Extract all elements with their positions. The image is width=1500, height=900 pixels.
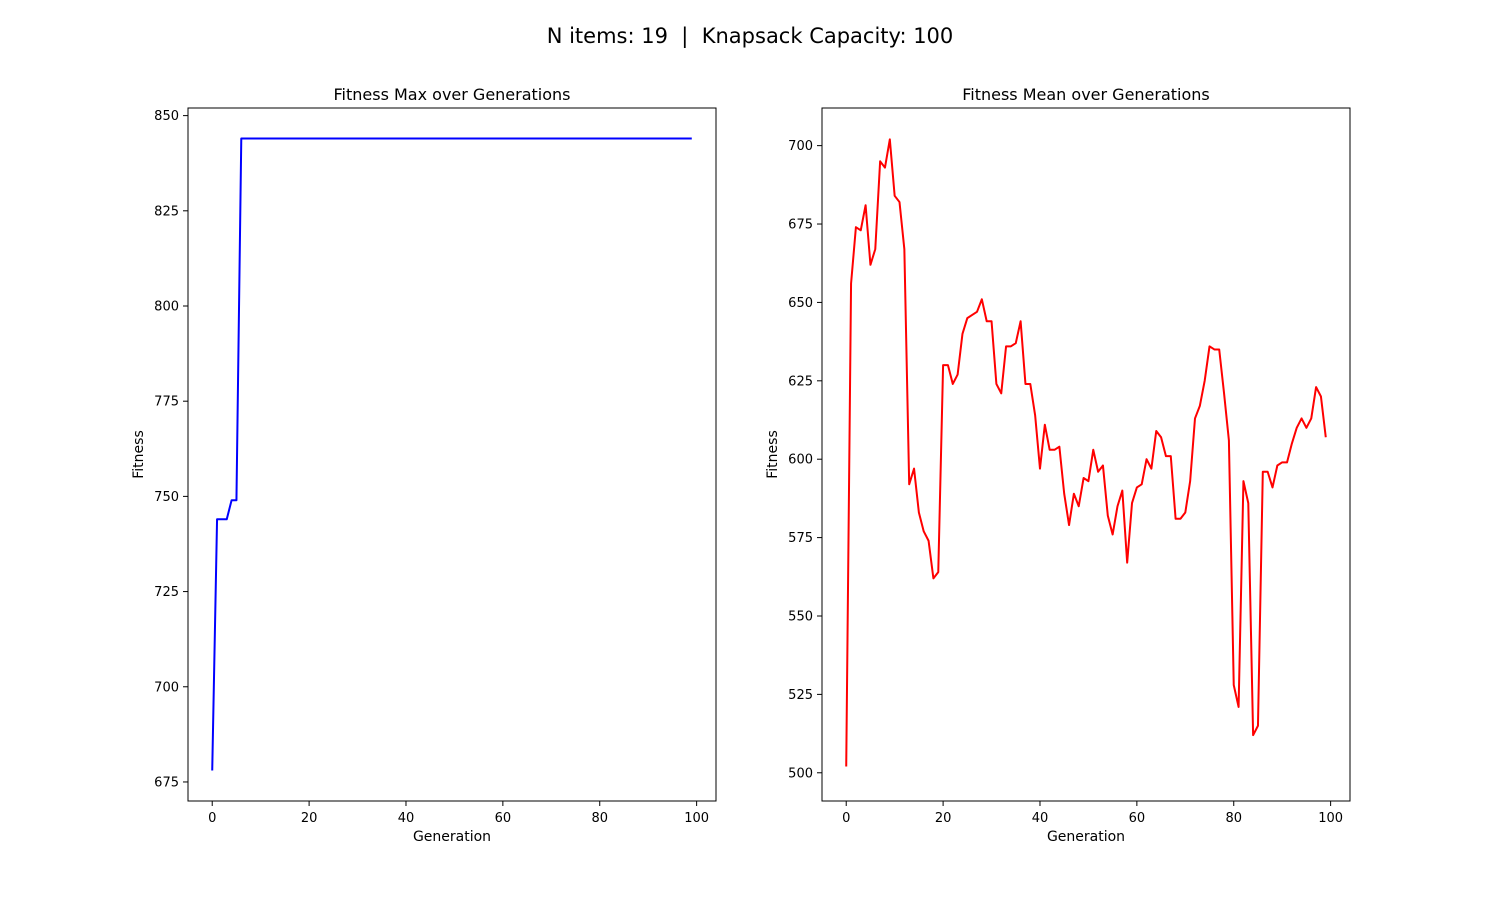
chart-2-xtick-label: 20: [935, 811, 952, 826]
chart-1-ytick-label: 700: [154, 680, 179, 695]
chart-1-ylabel: Fitness: [131, 430, 147, 479]
chart-1-ytick-label: 725: [154, 585, 179, 600]
chart-2-ytick-label: 500: [788, 766, 813, 781]
chart-2-xtick-label: 80: [1225, 811, 1242, 826]
chart-1-ytick-label: 750: [154, 490, 179, 505]
chart-2-axes-frame: [821, 107, 1351, 802]
chart-2-ytick-label: 550: [788, 609, 813, 624]
chart-1-series-line: [211, 137, 692, 771]
chart-1-title: Fitness Max over Generations: [333, 85, 570, 104]
chart-1-axes-frame: [187, 107, 717, 802]
chart-2-ytick-label: 625: [788, 374, 813, 389]
chart-2-xtick-label: 40: [1032, 811, 1049, 826]
chart-1-ytick-label: 675: [154, 775, 179, 790]
chart-2-ytick-label: 600: [788, 453, 813, 468]
chart-2-ytick-label: 700: [788, 139, 813, 154]
chart-1-xtick-label: 100: [684, 811, 709, 826]
chart-2-xtick-label: 100: [1318, 811, 1343, 826]
chart-2-xtick-label: 60: [1129, 811, 1146, 826]
chart-1-ytick-label: 825: [154, 204, 179, 219]
chart-2-ylabel: Fitness: [765, 430, 781, 479]
chart-1-xtick-label: 0: [208, 811, 216, 826]
chart-1-xtick-label: 40: [398, 811, 415, 826]
chart-1-xtick-label: 60: [495, 811, 512, 826]
chart-2-xtick-label: 0: [842, 811, 850, 826]
chart-2-xlabel: Generation: [1047, 829, 1125, 845]
chart-2-ytick-label: 525: [788, 688, 813, 703]
chart-1-ytick-label: 775: [154, 395, 179, 410]
chart-1-ytick-label: 850: [154, 109, 179, 124]
chart-2-ytick-label: 650: [788, 296, 813, 311]
chart-1-ytick-label: 800: [154, 300, 179, 315]
chart-1-xtick-label: 80: [591, 811, 608, 826]
chart-1-xtick-label: 20: [301, 811, 318, 826]
chart-2-title: Fitness Mean over Generations: [962, 85, 1210, 104]
figure-title: N items: 19 | Knapsack Capacity: 100: [546, 24, 954, 48]
chart-2-ytick-label: 575: [788, 531, 813, 546]
chart-1-xlabel: Generation: [413, 829, 491, 845]
chart-2-ytick-label: 675: [788, 218, 813, 233]
chart-2-series-line: [845, 138, 1327, 767]
